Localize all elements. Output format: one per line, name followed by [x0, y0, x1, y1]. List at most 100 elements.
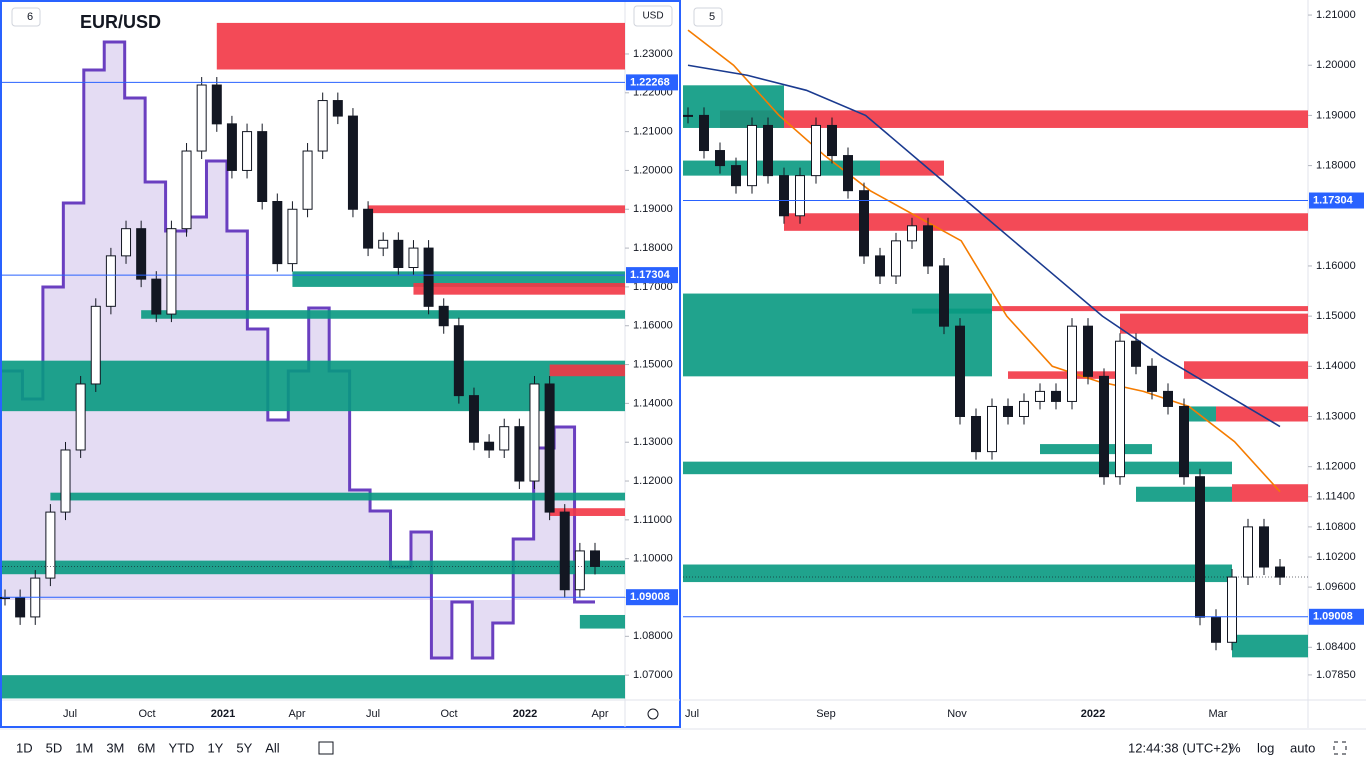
candle [1243, 526, 1253, 578]
candle [1259, 526, 1269, 568]
x-tick-label: Oct [138, 708, 155, 720]
zone [2, 560, 625, 575]
candle [136, 228, 147, 280]
zone [549, 508, 625, 516]
zone [1232, 484, 1308, 502]
candle [60, 449, 71, 513]
x-tick-label: Sep [816, 708, 836, 720]
zone [141, 310, 625, 319]
candle [811, 124, 821, 177]
candle [559, 511, 570, 591]
chart-title: EUR/USD [80, 12, 161, 32]
range-button[interactable]: 5D [46, 740, 63, 755]
candle [1035, 390, 1045, 402]
y-tick-label: 1.11000 [633, 514, 672, 526]
scale-option[interactable]: log [1257, 740, 1274, 755]
y-tick-label: 1.21000 [1316, 9, 1356, 21]
range-button[interactable]: 3M [106, 740, 124, 755]
level-label-bg [1309, 192, 1364, 209]
currency-text: USD [642, 11, 663, 22]
y-tick-label: 1.21000 [633, 126, 673, 138]
candle [453, 325, 464, 397]
y-tick-label: 1.18000 [1316, 159, 1356, 171]
candle [499, 426, 510, 451]
candle [827, 124, 837, 157]
candle [923, 225, 933, 267]
range-button[interactable]: 1Y [207, 740, 223, 755]
pane-badge-text: 5 [709, 11, 715, 23]
range-button[interactable]: All [265, 740, 280, 755]
candle [166, 228, 177, 315]
zone [2, 360, 625, 412]
range-button[interactable]: 1M [75, 740, 93, 755]
candle [1067, 325, 1077, 402]
y-tick-label: 1.13000 [1316, 410, 1356, 422]
scale-option[interactable]: auto [1290, 740, 1315, 755]
indicator-fill [2, 42, 595, 658]
moving-average [687, 64, 1281, 428]
range-button[interactable]: YTD [168, 740, 194, 755]
x-tick-label: 2021 [211, 708, 235, 720]
zone [1184, 406, 1216, 422]
candle [45, 511, 56, 579]
compare-icon[interactable] [318, 741, 334, 755]
x-tick-label: 2022 [513, 708, 537, 720]
candle [843, 155, 853, 192]
candle [891, 240, 901, 277]
candle [1211, 616, 1221, 643]
zone [413, 283, 625, 295]
y-tick-label: 1.07850 [1316, 669, 1356, 681]
zone [549, 364, 625, 377]
currency-select[interactable] [633, 5, 673, 27]
zone [683, 564, 1232, 583]
candle [683, 114, 693, 117]
candle [699, 114, 709, 152]
zone [216, 22, 626, 70]
candle [1131, 340, 1141, 367]
candle [468, 395, 479, 443]
settings-icon[interactable] [647, 708, 659, 720]
candle [1147, 365, 1157, 392]
candle [1179, 405, 1189, 478]
pane-badge[interactable] [11, 7, 41, 27]
level-label-bg [1309, 608, 1364, 625]
zone [1184, 361, 1308, 379]
candle [438, 305, 449, 327]
candle [317, 100, 328, 152]
candle [795, 175, 805, 217]
y-tick-label: 1.19000 [633, 203, 673, 215]
candle [731, 165, 741, 187]
candle [484, 441, 495, 451]
pane-badge[interactable] [693, 7, 723, 27]
scale-option[interactable]: % [1229, 740, 1241, 755]
candle [423, 247, 434, 307]
active-pane-border [0, 0, 681, 728]
y-tick-label: 1.17000 [633, 281, 673, 293]
fullscreen-icon[interactable] [1333, 741, 1347, 755]
y-tick-label: 1.15000 [1316, 310, 1356, 322]
range-button[interactable]: 6M [137, 740, 155, 755]
candle [90, 305, 101, 385]
range-button[interactable]: 5Y [236, 740, 252, 755]
zone [683, 85, 784, 128]
y-tick-label: 1.07000 [633, 669, 673, 681]
x-tick-label: 2022 [1081, 708, 1105, 720]
x-tick-label: Jul [63, 708, 77, 720]
candle [181, 150, 192, 230]
candle [1019, 400, 1029, 417]
level-label-bg [626, 589, 678, 606]
y-tick-label: 1.16000 [1316, 260, 1356, 272]
candle [393, 239, 404, 268]
candle [242, 131, 253, 171]
candle [955, 325, 965, 417]
y-tick-label: 1.15000 [633, 358, 673, 370]
x-tick-label: Apr [591, 708, 608, 720]
candle [574, 550, 585, 591]
candle [151, 278, 162, 315]
y-tick-label: 1.08400 [1316, 641, 1356, 653]
y-tick-label: 1.10800 [1316, 521, 1356, 533]
candle [287, 208, 298, 265]
y-tick-label: 1.16000 [633, 320, 673, 332]
range-button[interactable]: 1D [16, 740, 33, 755]
